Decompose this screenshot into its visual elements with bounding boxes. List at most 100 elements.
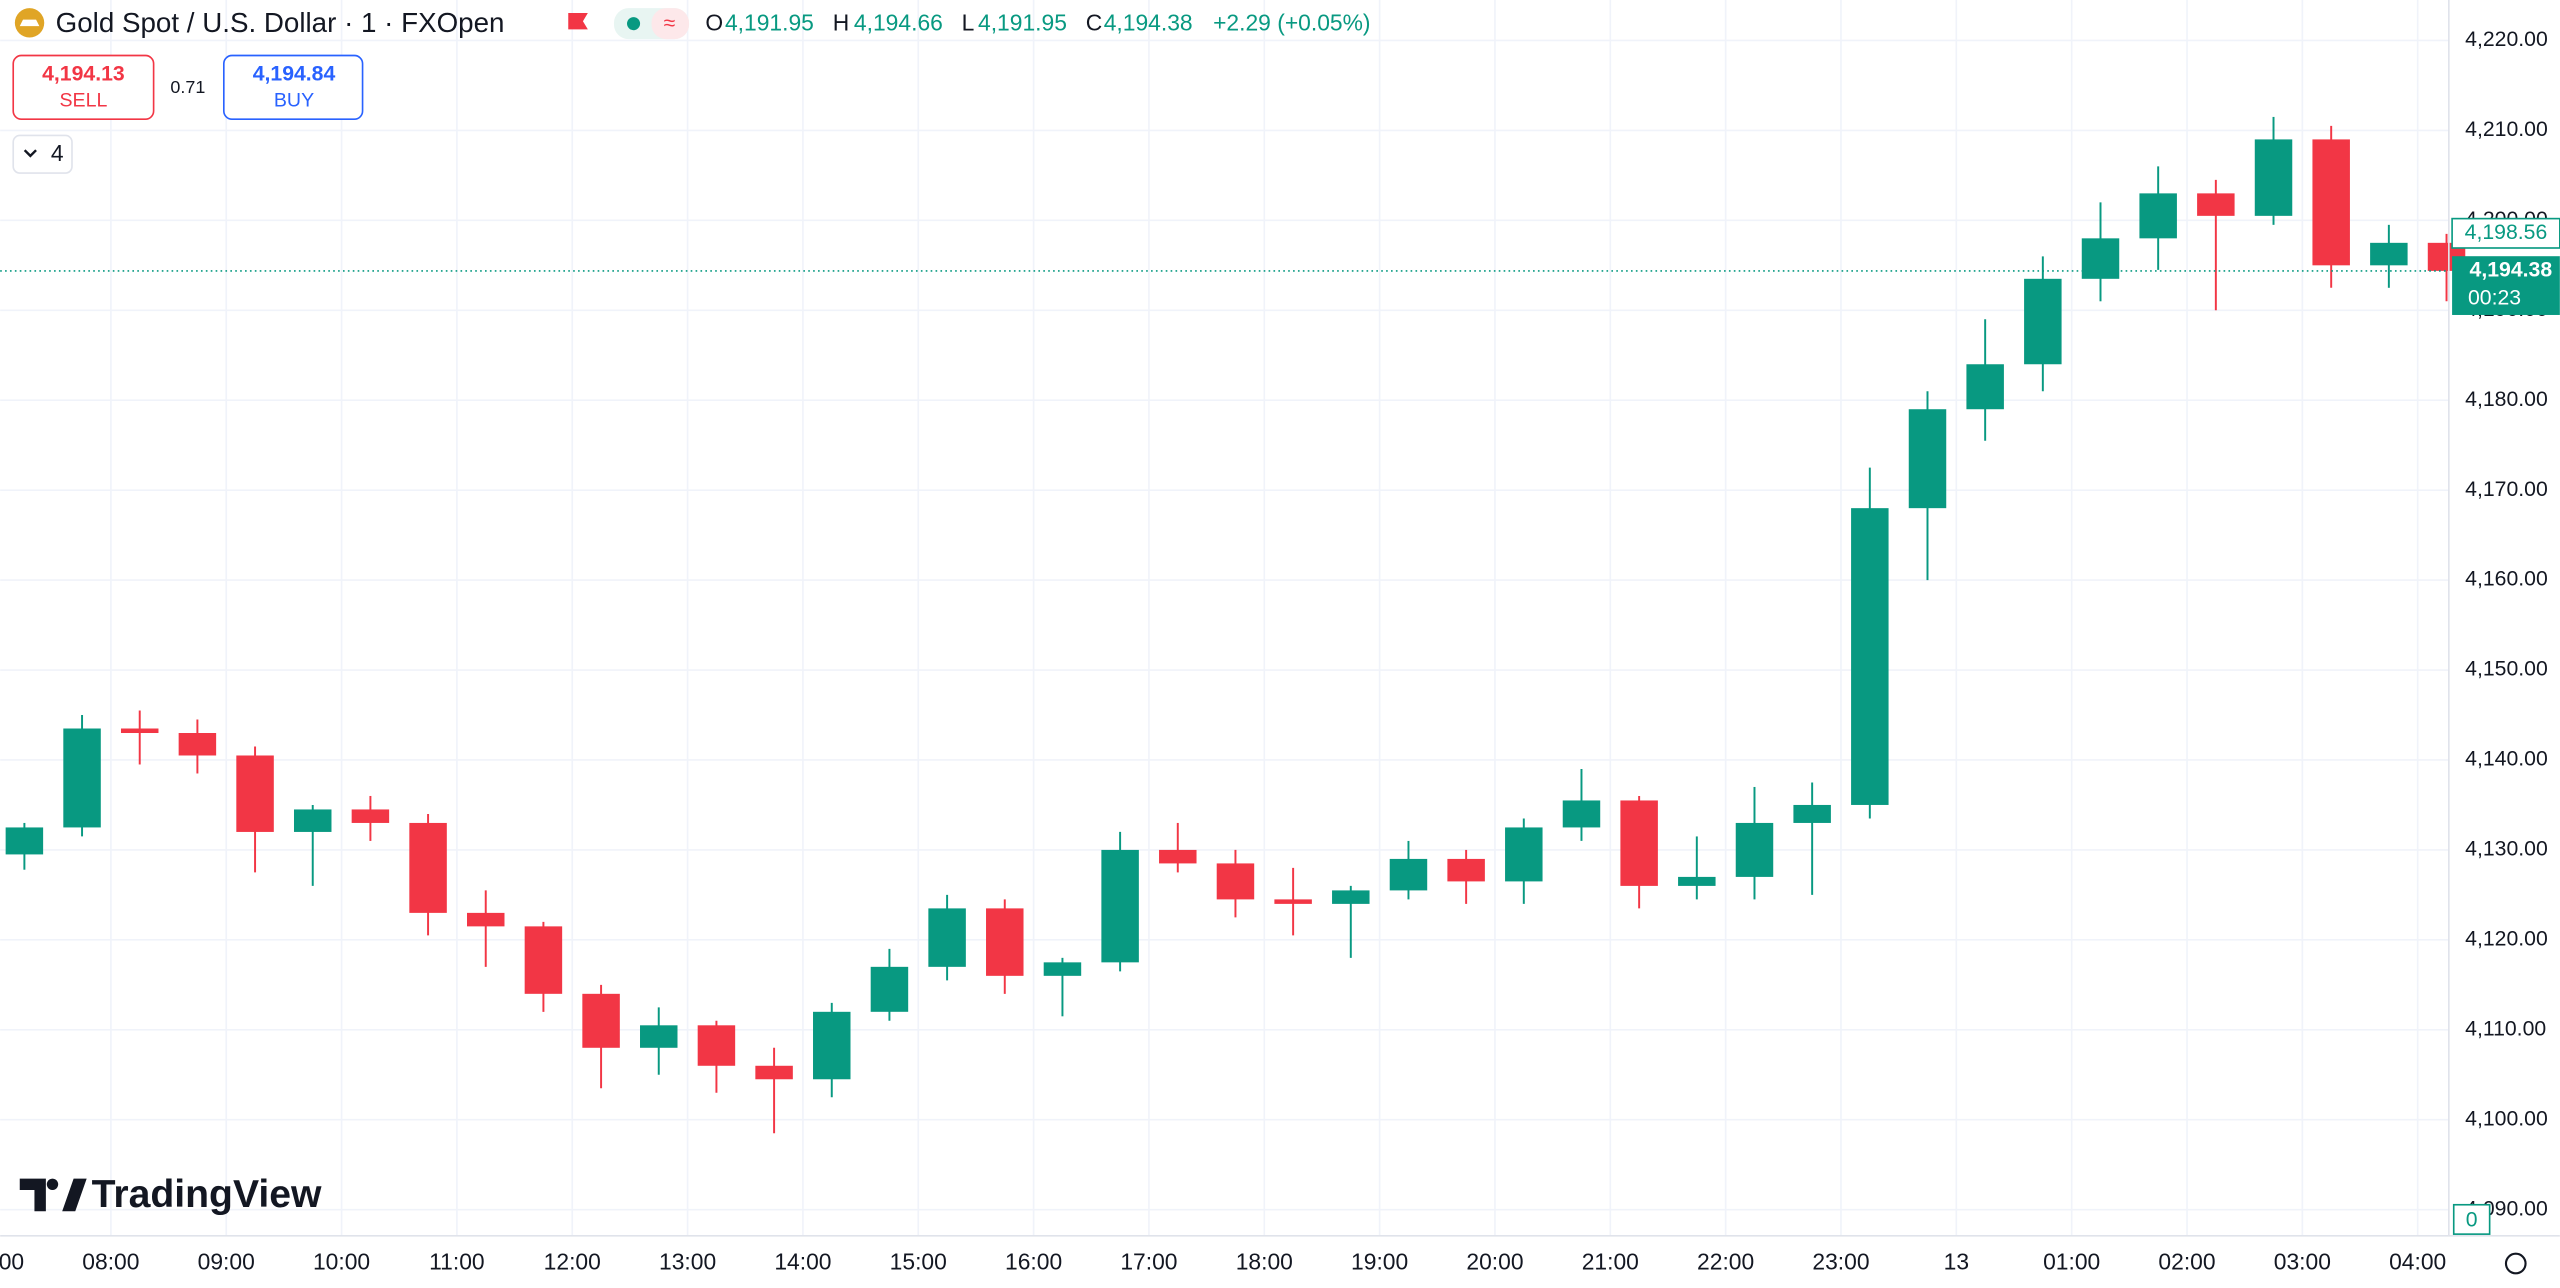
ohlc-change: +2.29 (+0.05%)	[1213, 10, 1370, 36]
settings-button[interactable]	[2504, 1252, 2527, 1275]
candle-body	[1966, 364, 2004, 410]
x-tick-label: 08:00	[82, 1249, 139, 1275]
last-price-label: 4,194.38	[2470, 259, 2553, 282]
candle-body	[2370, 242, 2408, 266]
x-tick-label: 03:00	[2274, 1249, 2331, 1275]
volume-axis-label: 0	[2466, 1209, 2478, 1232]
candle-body	[1620, 800, 1658, 886]
candle-body	[2024, 278, 2062, 365]
candle-body	[1332, 890, 1370, 904]
candle-body	[1735, 822, 1774, 877]
candle-body	[2081, 238, 2120, 279]
y-tick-label: 4,140.00	[2465, 748, 2548, 771]
sell-label: SELL	[59, 89, 107, 111]
sell-button[interactable]	[12, 54, 155, 120]
ohlc-label: C	[1086, 10, 1103, 36]
x-tick-label: 12:00	[544, 1249, 601, 1275]
axes: 4,090.004,100.004,110.004,120.004,130.00…	[0, 28, 2560, 1275]
candle-body	[293, 809, 332, 832]
candle-body	[1851, 508, 1889, 805]
candle-body	[2197, 193, 2235, 216]
x-tick-label: 15:00	[890, 1249, 947, 1275]
x-tick-label: 23:00	[1812, 1249, 1869, 1275]
y-tick-label: 4,100.00	[2465, 1107, 2548, 1130]
x-tick-label: 11:00	[429, 1249, 484, 1275]
x-tick-label: 20:00	[1466, 1249, 1523, 1275]
y-tick-label: 4,120.00	[2465, 927, 2548, 950]
x-tick-label: 17:00	[1120, 1249, 1177, 1275]
indicators-count: 4	[51, 140, 64, 166]
candle-body	[63, 728, 101, 828]
symbol-title[interactable]: Gold Spot / U.S. Dollar · 1 · FXOpen	[56, 7, 505, 38]
candle-body	[409, 822, 447, 913]
chevron-icon	[23, 149, 37, 158]
y-tick-label: 4,210.00	[2465, 118, 2548, 141]
indicators-toggle[interactable]	[12, 134, 73, 174]
buy-label: BUY	[274, 89, 314, 111]
x-tick-label: 19:00	[1351, 1249, 1408, 1275]
candle-body	[236, 755, 274, 832]
ohlc-value: 4,194.38	[1104, 10, 1193, 36]
x-tick-label: 21:00	[1582, 1249, 1639, 1275]
x-tick-label: 18:00	[1236, 1249, 1293, 1275]
grid	[0, 0, 2449, 1236]
x-tick-label: 09:00	[198, 1249, 255, 1275]
candle-body	[640, 1025, 678, 1048]
candle-body	[5, 827, 44, 855]
ohlc-label: L	[962, 10, 975, 36]
candle-body	[120, 728, 159, 734]
watermark-logo	[19, 1178, 87, 1212]
candle-body	[2139, 193, 2177, 239]
ohlc-value: 4,194.66	[854, 10, 943, 36]
y-tick-label: 4,180.00	[2465, 388, 2548, 411]
candle-body	[1216, 863, 1255, 900]
x-tick-label: 02:00	[2158, 1249, 2215, 1275]
x-tick-label: 13:00	[659, 1249, 716, 1275]
candle-body	[755, 1065, 793, 1080]
x-tick-label: 22:00	[1697, 1249, 1754, 1275]
candle-body	[1505, 827, 1543, 882]
candle-body	[870, 966, 909, 1012]
countdown-label: 00:23	[2468, 286, 2521, 309]
flag-icon[interactable]	[568, 13, 588, 30]
y-tick-label: 4,220.00	[2465, 28, 2548, 51]
x-tick-label: 10:00	[313, 1249, 370, 1275]
last-price-box	[2452, 256, 2560, 315]
candle-body	[2312, 139, 2350, 266]
candle-body	[582, 993, 620, 1048]
buy-price: 4,194.84	[253, 63, 336, 86]
marker-price-box	[2451, 217, 2560, 249]
y-tick-label: 4,110.00	[2465, 1017, 2546, 1040]
status-icon: ≈	[664, 12, 676, 35]
x-tick-label: 04:00	[2389, 1249, 2446, 1275]
ohlc-value: 4,191.95	[725, 10, 814, 36]
candle-body	[1908, 409, 1947, 509]
symbol-logo-icon	[19, 19, 40, 27]
marker-price-label: 4,198.56	[2465, 221, 2548, 244]
spread: 0.71	[170, 77, 205, 97]
x-tick-label: 07:00	[0, 1249, 24, 1275]
plot-area	[0, 116, 2466, 1134]
candle-body	[928, 908, 966, 967]
x-tick-label: 16:00	[1005, 1249, 1062, 1275]
candle-body	[1101, 849, 1139, 963]
watermark: TradingView	[92, 1173, 322, 1216]
candle-body	[813, 1011, 851, 1080]
candle-body	[467, 912, 505, 927]
x-tick-label: 01:00	[2043, 1249, 2100, 1275]
candle-body	[1678, 876, 1716, 886]
market-open-dot	[627, 17, 641, 31]
volume-axis-box	[2452, 1203, 2491, 1235]
ohlc-label: H	[833, 10, 850, 36]
y-tick-label: 4,130.00	[2465, 838, 2548, 861]
candle-body	[1274, 899, 1312, 904]
buy-button[interactable]	[222, 54, 364, 120]
candle-body	[1447, 858, 1485, 882]
candle-body	[351, 809, 390, 823]
status-pill-right[interactable]	[651, 8, 690, 40]
candle-body	[524, 926, 563, 994]
candle-body	[1389, 858, 1428, 891]
candle-body	[2254, 139, 2293, 216]
